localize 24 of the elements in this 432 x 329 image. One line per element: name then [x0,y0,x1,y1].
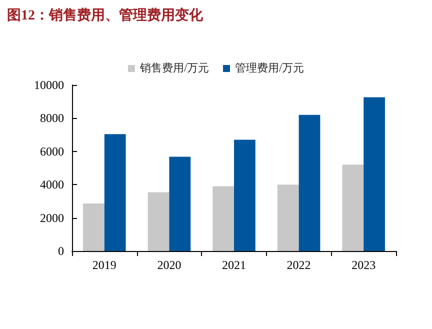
legend-label: 管理费用/万元 [235,62,304,74]
y-tick-label: 0 [58,244,64,258]
y-tick-label: 4000 [40,178,64,192]
x-tick-label: 2020 [157,258,182,272]
bar [277,184,299,251]
y-tick-label: 10000 [34,78,64,92]
legend-label: 销售费用/万元 [138,62,210,74]
y-tick-label: 2000 [40,210,64,225]
bar [212,186,234,251]
x-tick-label: 2023 [352,258,376,272]
chart-title: 图12：销售费用、管理费用变化 [7,6,204,24]
bar [342,164,364,251]
x-tick-label: 2021 [222,258,246,272]
bar [104,134,126,251]
y-tick-label: 6000 [40,144,64,158]
bar [169,156,191,251]
x-tick-label: 2022 [286,258,311,272]
x-tick-label: 2019 [92,258,116,272]
bar [83,204,104,251]
bar [298,114,320,251]
bar [234,140,256,251]
y-tick-label: 8000 [40,111,64,126]
bar [364,97,385,251]
bar [148,192,170,251]
